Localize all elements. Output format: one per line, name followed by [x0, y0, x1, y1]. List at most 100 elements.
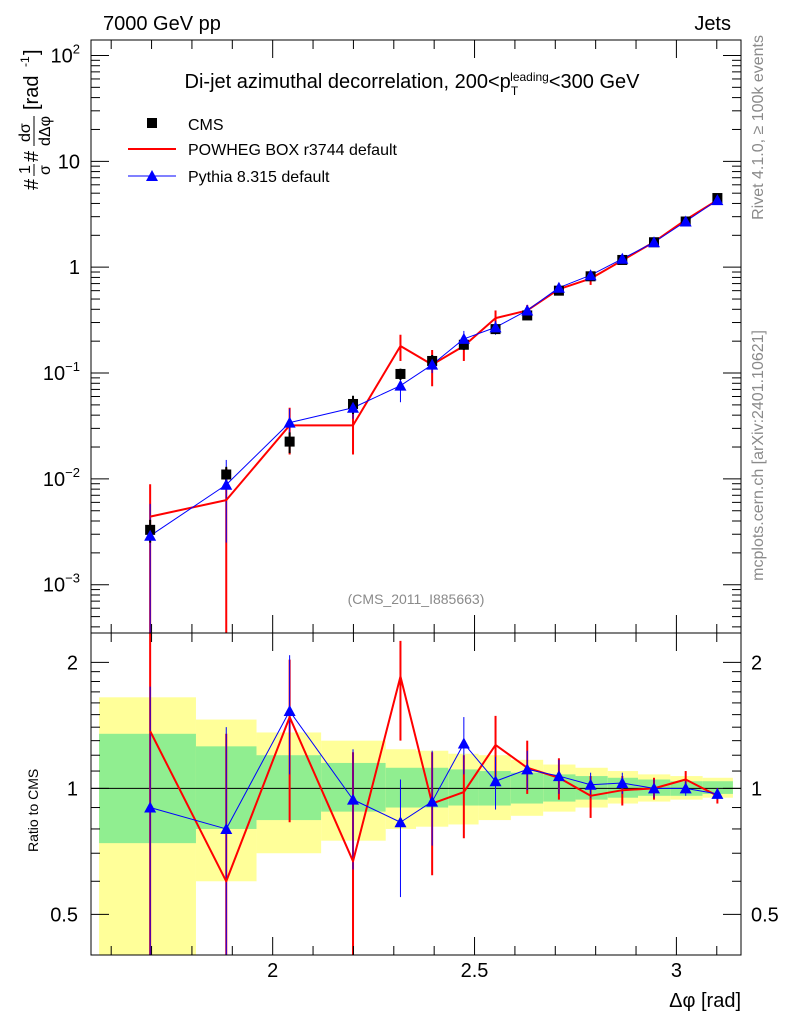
title-subscript: T [511, 84, 519, 98]
category-label: Jets [694, 13, 731, 35]
legend: CMS POWHEG BOX r3744 default Pythia 8.31… [128, 117, 398, 186]
pythia-marker [521, 304, 534, 316]
ratio-frame [90, 632, 742, 956]
main-y-tick-label: 1 [69, 257, 80, 279]
ratio-pythia-marker [426, 795, 439, 807]
y-label-unit-sup: -1 [18, 56, 32, 67]
pythia-marker [426, 358, 439, 370]
analysis-watermark: (CMS_2011_I885663) [348, 591, 485, 607]
rivet-label: Rivet 4.1.0, ≥ 100k events [750, 35, 767, 220]
ratio-x-ticks: 2 2.5 3 [110, 633, 718, 982]
main-clipped-series [144, 193, 724, 633]
main-y-tick-label: 10−1 [43, 359, 80, 385]
ratio-powheg-line [149, 675, 718, 883]
x-axis-label: Δφ [rad] [669, 990, 741, 1012]
ratio-y-ticks: 0.5 0.5 1 1 2 2 [50, 652, 779, 926]
ratio-panel: 0.5 0.51 12 2 2 2.5 3 Ratio to CMS Δφ [rad] [25, 632, 779, 1012]
pythia-marker [679, 215, 692, 227]
ratio-pythia-marker [347, 793, 360, 805]
pythia-marker [711, 194, 724, 206]
title-prefix: Di-jet azimuthal decorrelation, 200<p [185, 71, 511, 93]
pythia-marker [347, 401, 360, 413]
main-series-layer [144, 193, 724, 633]
main-y-tick-mantissa: 10 [58, 151, 80, 173]
main-y-tick-label: 102 [51, 41, 80, 67]
ratio-pythia-marker [584, 778, 597, 790]
main-y-tick-mantissa: 10 [43, 575, 65, 597]
main-y-tick-label: 10−2 [43, 465, 80, 491]
mcplots-label: mcplots.cern.ch [arXiv:2401.10621] [750, 330, 767, 581]
legend-label-pythia: Pythia 8.315 default [188, 169, 330, 186]
main-y-tick-exponent: −2 [65, 465, 80, 480]
cms-data-point [395, 368, 406, 379]
ratio-y-tick-label-right: 2 [751, 652, 762, 674]
ratio-y-tick-label-left: 1 [67, 778, 78, 800]
pythia-marker [584, 269, 597, 281]
main-y-axis-label: # 1 σ # dσ dΔφ [rad -1 ] [17, 49, 54, 190]
ratio-y-tick-label-left: 2 [67, 652, 78, 674]
y-label-hash2: # [21, 150, 43, 162]
pythia-marker [616, 252, 629, 264]
y-label-unit: [rad [21, 76, 43, 110]
ratio-pythia-marker [679, 782, 692, 794]
main-y-tick-mantissa: 10 [43, 363, 65, 385]
ratio-y-tick-label-left: 0.5 [50, 904, 78, 926]
title-superscript: leading [510, 70, 549, 84]
cms-data-point [284, 436, 295, 447]
pythia-marker [552, 281, 565, 293]
y-label-unit-end: ] [21, 49, 43, 55]
ratio-pythia-marker [220, 822, 233, 834]
y-label-lead: # [21, 178, 43, 190]
main-y-tick-label: 10 [58, 151, 80, 173]
pythia-marker [144, 529, 157, 541]
y-label-frac2-num: dσ [17, 123, 34, 142]
main-y-tick-exponent: 2 [73, 41, 80, 56]
cms-data-point [221, 469, 232, 480]
pythia-marker [647, 236, 660, 248]
main-x-ticks [110, 40, 718, 633]
pythia-marker [457, 332, 470, 344]
ratio-pythia-marker [489, 775, 502, 787]
main-y-tick-mantissa: 10 [43, 469, 65, 491]
x-tick-label: 2 [267, 960, 278, 982]
ratio-pythia-marker [457, 737, 470, 749]
energy-label: 7000 GeV pp [103, 13, 221, 35]
legend-label-powheg: POWHEG BOX r3744 default [188, 142, 398, 159]
legend-label-cms: CMS [188, 117, 224, 134]
ratio-pythia-marker [616, 776, 629, 788]
ratio-pythia-marker [647, 782, 660, 794]
x-tick-label: 2.5 [461, 960, 489, 982]
pythia-marker [394, 379, 407, 391]
main-y-tick-label: 10−3 [43, 571, 80, 597]
ratio-y-tick-label-right: 1 [751, 778, 762, 800]
main-y-tick-exponent: −1 [65, 359, 80, 374]
y-label-frac1-num: 1 [17, 165, 34, 174]
pythia-marker [220, 478, 233, 490]
ratio-pythia-marker [521, 763, 534, 775]
ratio-series-layer [144, 633, 724, 955]
title-suffix: <300 GeV [549, 71, 640, 93]
ratio-clipped-series [144, 633, 724, 955]
main-y-tick-mantissa: 10 [51, 45, 73, 67]
x-tick-label: 3 [671, 960, 682, 982]
main-y-tick-exponent: −3 [65, 571, 80, 586]
y-label-frac2-den: dΔφ [37, 116, 54, 146]
legend-marker-cms [147, 118, 157, 128]
legend-marker-pythia [146, 170, 158, 181]
ratio-pythia-marker [711, 787, 724, 799]
y-label-frac1-den: σ [37, 165, 54, 175]
ratio-pythia-marker [283, 705, 296, 717]
pythia-marker [489, 321, 502, 333]
ratio-pythia-marker [394, 816, 407, 828]
main-title: Di-jet azimuthal decorrelation, 200<pTle… [185, 70, 641, 98]
pythia-marker [283, 416, 296, 428]
ratio-y-axis-label: Ratio to CMS [25, 769, 41, 852]
cms-data-point [458, 339, 469, 350]
ratio-pythia-marker [144, 801, 157, 813]
ratio-inner-band [702, 781, 733, 794]
ratio-pythia-marker [552, 770, 565, 782]
main-y-tick-mantissa: 1 [69, 257, 80, 279]
